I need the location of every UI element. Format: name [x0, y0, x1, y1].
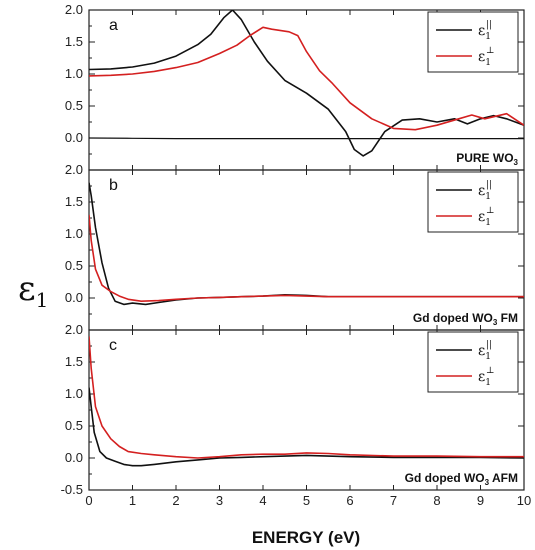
x-tick-label: 10 [517, 493, 531, 508]
panel-letter: b [109, 177, 118, 194]
legend-subscript: 1 [485, 58, 491, 68]
legend-symbol: ε [478, 343, 485, 359]
series-line-parallel [89, 387, 524, 467]
legend-symbol: ε [478, 49, 485, 65]
x-tick-label: 7 [390, 493, 397, 508]
panel-note-subscript: 3 [514, 158, 519, 167]
legend-superscript: ⊥ [486, 46, 494, 56]
legend-box [427, 331, 519, 393]
legend-entry: ε1 || [478, 340, 492, 362]
series-line-parallel [89, 10, 524, 157]
panel-note-tail: FM [497, 311, 518, 325]
y-tick-label: 1.5 [65, 194, 83, 209]
y-axis-label: ε1 [18, 269, 48, 312]
y-tick-label: 0.0 [65, 290, 83, 305]
legend-subscript: 1 [485, 352, 491, 362]
legend: ε1||ε1⊥ [427, 11, 519, 73]
zero-line [89, 137, 524, 140]
x-tick-label: 9 [477, 493, 484, 508]
legend-superscript: || [486, 180, 492, 190]
legend-box [427, 171, 519, 233]
panel-note-tail: AFM [489, 471, 518, 485]
legend-superscript: || [486, 340, 492, 350]
legend-entry: ε1 || [478, 180, 492, 202]
legend-symbol: ε [478, 369, 485, 385]
y-tick-label: 0.5 [65, 98, 83, 113]
y-tick-label: 1.5 [65, 34, 83, 49]
series-line-perpendicular [89, 336, 524, 459]
panel-letter: c [109, 337, 117, 354]
legend-subscript: 1 [485, 192, 491, 202]
x-tick-label: 3 [216, 493, 223, 508]
panel-letter: a [109, 17, 118, 34]
series-line-perpendicular [89, 214, 524, 302]
y-tick-label: 1.5 [65, 354, 83, 369]
y-tick-label: 1.0 [65, 66, 83, 81]
legend-subscript: 1 [485, 378, 491, 388]
x-axis-label: ENERGY (eV) [252, 528, 360, 547]
legend-subscript: 1 [485, 218, 491, 228]
y-tick-label: -0.5 [61, 482, 83, 497]
x-tick-label: 0 [85, 493, 92, 508]
x-tick-label: 2 [172, 493, 179, 508]
legend: ε1||ε1⊥ [427, 171, 519, 233]
legend-superscript: || [486, 20, 492, 30]
legend-entry: ε1 ⊥ [478, 46, 494, 68]
legend-entry: ε1 ⊥ [478, 366, 494, 388]
legend-subscript: 1 [485, 32, 491, 42]
legend-symbol: ε [478, 209, 485, 225]
legend-superscript: ⊥ [486, 366, 494, 376]
x-tick-label: 6 [346, 493, 353, 508]
y-tick-label: 0.5 [65, 258, 83, 273]
y-tick-label: 2.0 [65, 322, 83, 337]
panel-note-subscript: 3 [485, 478, 490, 487]
legend-symbol: ε [478, 23, 485, 39]
legend-entry: ε1 || [478, 20, 492, 42]
panel-note: PURE WO3 [456, 151, 518, 167]
panel-note-text: Gd doped WO [413, 311, 493, 325]
y-tick-label: 2.0 [65, 162, 83, 177]
x-tick-label: 8 [433, 493, 440, 508]
panel-note-text: Gd doped WO [405, 471, 485, 485]
y-tick-label: 2.0 [65, 2, 83, 17]
y-tick-label: 0.5 [65, 418, 83, 433]
y-tick-label: 1.0 [65, 226, 83, 241]
x-tick-label: 1 [129, 493, 136, 508]
panel-note-text: PURE WO [456, 151, 513, 165]
legend-symbol: ε [478, 183, 485, 199]
y-tick-label: 1.0 [65, 386, 83, 401]
panel-note: Gd doped WO3 AFM [405, 471, 518, 487]
legend-superscript: ⊥ [486, 206, 494, 216]
legend-entry: ε1 ⊥ [478, 206, 494, 228]
panel-note: Gd doped WO3 FM [413, 311, 518, 327]
y-tick-label: 0.0 [65, 130, 83, 145]
legend: ε1||ε1⊥ [427, 331, 519, 393]
panel-c: -0.5 0.0 0.5 1.0 1.5 2.0 0 1 2 3 4 5 6 7 8 9 10 c Gd doped… [61, 322, 532, 508]
x-tick-label: 4 [259, 493, 266, 508]
y-axis-label-symbol: ε [18, 269, 36, 309]
panel-note-subscript: 3 [493, 318, 498, 327]
legend-box [427, 11, 519, 73]
series-line-perpendicular [89, 26, 524, 131]
y-axis-label-subscript: 1 [36, 288, 49, 312]
y-tick-label: 0.0 [65, 450, 83, 465]
x-tick-label: 5 [303, 493, 310, 508]
